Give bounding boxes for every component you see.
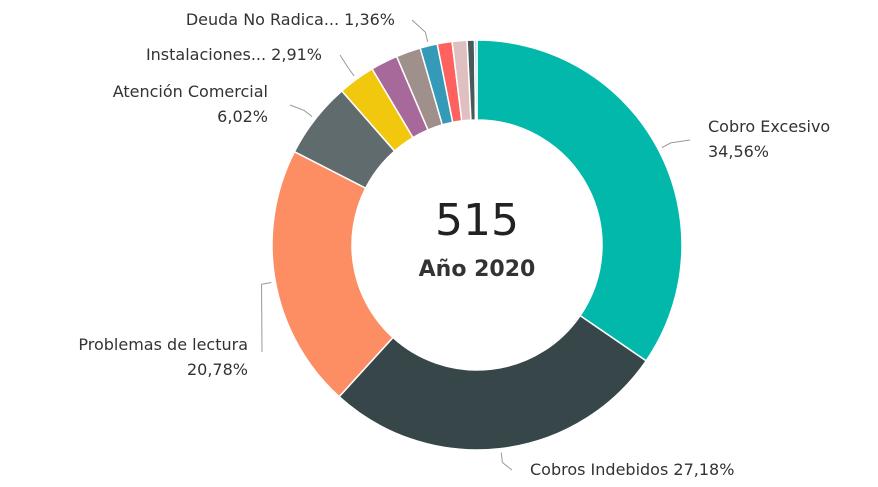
value-label: 27,18% bbox=[673, 460, 734, 479]
category-label: Deuda No Radica... bbox=[186, 10, 339, 29]
leader-line bbox=[289, 104, 313, 117]
category-label: Cobros Indebidos bbox=[530, 460, 668, 479]
leader-line bbox=[661, 139, 691, 148]
center-value: 515 bbox=[435, 195, 519, 246]
value-label: 2,91% bbox=[271, 45, 322, 64]
donut-slice bbox=[271, 150, 394, 398]
leader-line bbox=[261, 281, 272, 353]
data-label: Cobros Indebidos 27,18% bbox=[530, 460, 734, 479]
leader-line bbox=[500, 452, 513, 471]
value-label: 34,56% bbox=[708, 142, 769, 161]
leader-line bbox=[411, 19, 429, 43]
data-label: Problemas de lectura 20,78% bbox=[78, 335, 248, 379]
data-label: Instalaciones... 2,91% bbox=[146, 45, 322, 64]
category-label: Instalaciones... bbox=[146, 45, 266, 64]
value-label: 20,78% bbox=[187, 360, 248, 379]
donut-slice bbox=[338, 314, 648, 451]
category-label: Problemas de lectura bbox=[78, 335, 248, 354]
donut-slice bbox=[476, 39, 683, 362]
category-label: Cobro Excesivo bbox=[708, 117, 830, 136]
data-label: Deuda No Radica... 1,36% bbox=[186, 10, 395, 29]
donut-slice bbox=[473, 39, 478, 121]
category-label: Atención Comercial bbox=[113, 82, 268, 101]
center-label: Año 2020 bbox=[419, 257, 536, 282]
leader-line bbox=[339, 54, 355, 77]
value-label: 6,02% bbox=[217, 107, 268, 126]
value-label: 1,36% bbox=[344, 10, 395, 29]
data-label: Cobro Excesivo 34,56% bbox=[708, 117, 830, 161]
data-label: Atención Comercial 6,02% bbox=[113, 82, 268, 126]
